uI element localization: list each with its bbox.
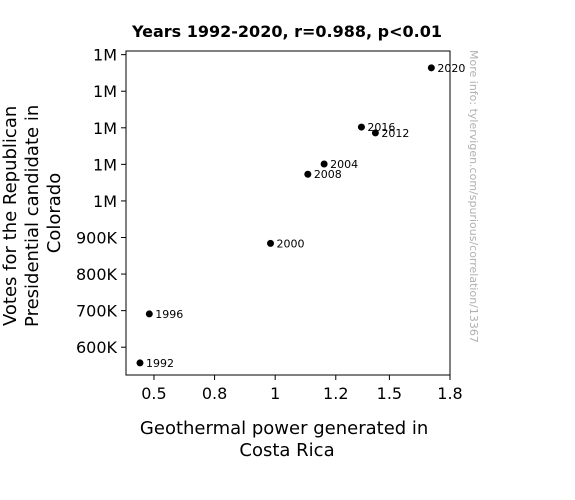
x-axis-title-line-1: Geothermal power generated in (140, 418, 428, 439)
point-label: 1992 (146, 357, 174, 370)
x-tick-label: 1.5 (377, 384, 402, 403)
x-tick-label: 0.5 (141, 384, 166, 403)
y-axis-title-line-3: Colorado (44, 173, 65, 253)
y-tick-label: 600K (76, 338, 118, 357)
plot-area (125, 50, 451, 376)
point-label: 2000 (277, 237, 305, 250)
x-tick-label: 0.8 (202, 384, 227, 403)
x-axis-title: Geothermal power generated in Costa Rica (140, 418, 434, 461)
y-axis: 600K 700K 800K 900K 1M 1M 1M 1M 1M (76, 46, 126, 357)
x-tick-label: 1.2 (323, 384, 348, 403)
y-tick-label: 700K (76, 302, 118, 321)
source-watermark: More info: tylervigen.com/spurious/corre… (467, 50, 480, 343)
point-label: 2016 (367, 121, 395, 134)
point-label: 2004 (330, 158, 358, 171)
point-label: 2020 (437, 62, 465, 75)
point-label: 2012 (381, 127, 409, 140)
data-point (371, 129, 379, 137)
data-point (427, 64, 435, 72)
x-tick-label: 1 (270, 384, 280, 403)
y-tick-label: 1M (93, 119, 117, 138)
data-point (267, 239, 275, 247)
y-tick-label: 1M (93, 155, 117, 174)
y-tick-label: 800K (76, 265, 118, 284)
point-label: 2008 (314, 168, 342, 181)
x-tick-label: 1.8 (437, 384, 462, 403)
data-point (145, 310, 153, 318)
data-point (304, 170, 312, 178)
y-axis-title-line-1: Votes for the Republican (0, 106, 21, 326)
chart-title: Years 1992-2020, r=0.988, p<0.01 (131, 22, 442, 41)
y-axis-title-line-2: Presidential candidate in (22, 105, 43, 327)
data-point (320, 160, 328, 168)
data-point (136, 359, 144, 367)
x-axis: 0.5 0.8 1 1.2 1.5 1.8 (141, 375, 463, 403)
data-point (357, 123, 365, 131)
y-tick-label: 900K (76, 229, 118, 248)
y-tick-label: 1M (93, 46, 117, 65)
point-label: 1996 (155, 308, 183, 321)
x-axis-title-line-2: Costa Rica (239, 440, 334, 461)
y-axis-title: Votes for the Republican Presidential ca… (0, 99, 65, 327)
y-tick-label: 1M (93, 192, 117, 211)
y-tick-label: 1M (93, 82, 117, 101)
